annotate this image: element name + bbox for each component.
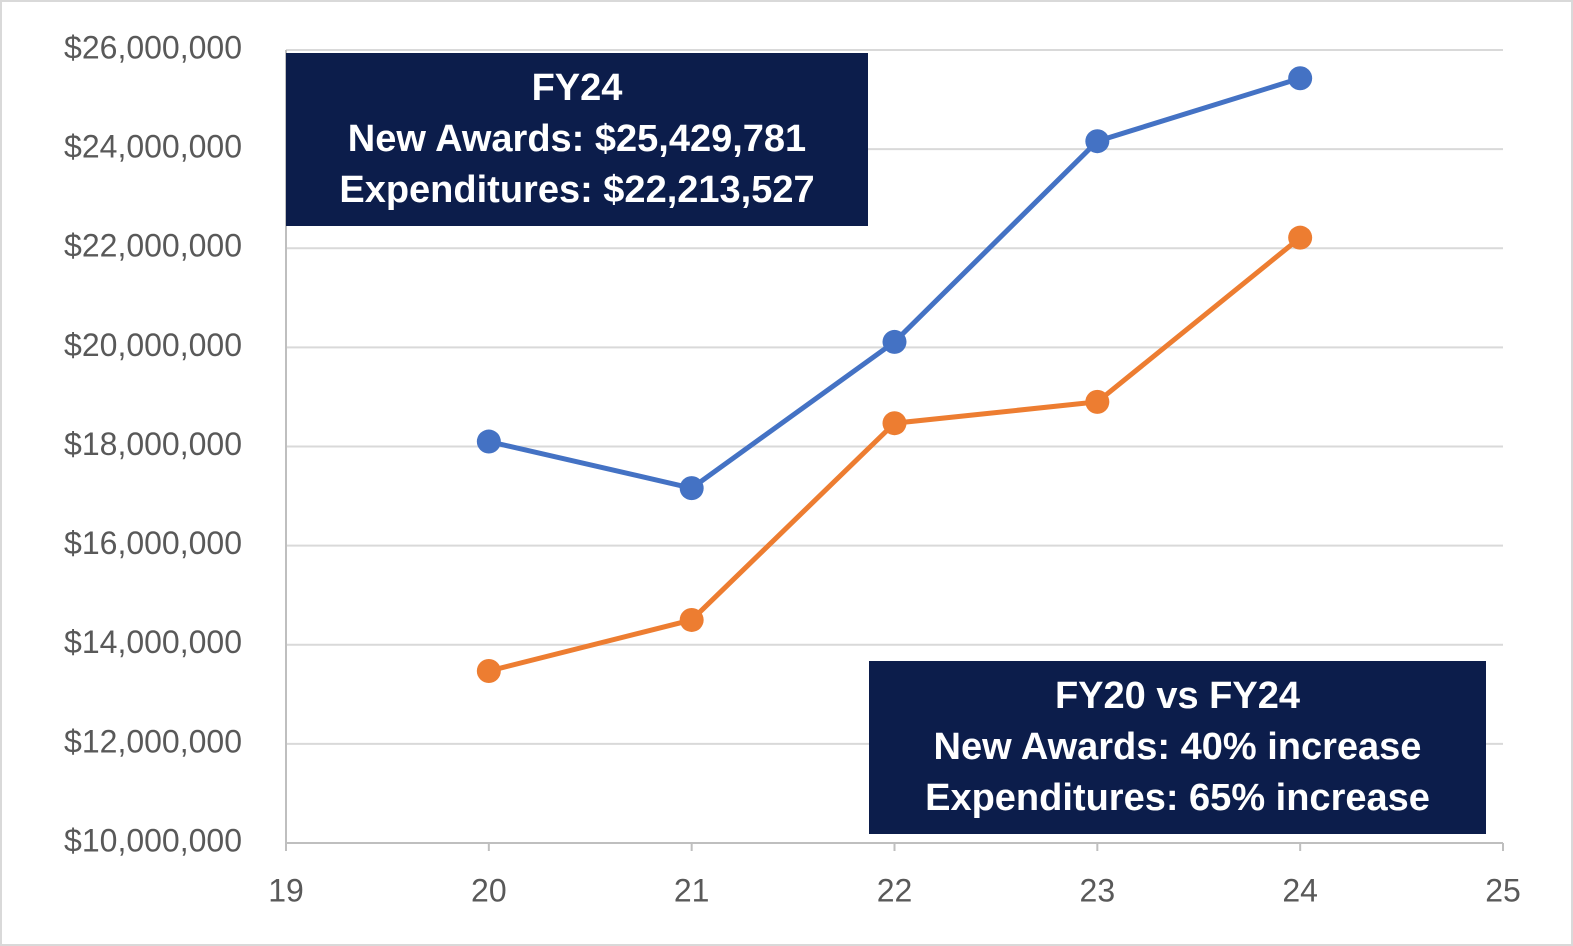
x-tick-label: 24 <box>1282 872 1318 908</box>
y-tick-label: $14,000,000 <box>64 624 242 660</box>
annotation-text: Expenditures: 65% increase <box>925 777 1430 819</box>
x-tick-label: 19 <box>268 872 304 908</box>
x-tick-label: 23 <box>1080 872 1116 908</box>
annotation-text: FY20 vs FY24 <box>1055 675 1300 717</box>
y-tick-label: $10,000,000 <box>64 822 242 858</box>
data-point <box>476 659 501 684</box>
data-point <box>1288 66 1313 91</box>
x-tick-label: 21 <box>674 872 710 908</box>
y-tick-label: $22,000,000 <box>64 228 242 264</box>
annotation-text: New Awards: 40% increase <box>934 726 1422 768</box>
x-tick-label: 25 <box>1485 872 1521 908</box>
y-tick-label: $12,000,000 <box>64 723 242 759</box>
x-tick-label: 20 <box>471 872 507 908</box>
y-tick-label: $20,000,000 <box>64 327 242 363</box>
data-point <box>679 607 704 632</box>
data-point <box>1085 389 1110 414</box>
annotation-text: FY24 <box>532 67 623 109</box>
y-tick-label: $24,000,000 <box>64 129 242 165</box>
data-point <box>476 429 501 454</box>
annotation-text: Expenditures: $22,213,527 <box>339 169 814 211</box>
y-tick-label: $26,000,000 <box>64 29 242 65</box>
y-tick-label: $18,000,000 <box>64 426 242 462</box>
x-tick-label: 22 <box>877 872 913 908</box>
data-point <box>882 329 907 354</box>
data-point <box>1288 225 1313 250</box>
annotation-text: New Awards: $25,429,781 <box>348 118 806 160</box>
y-tick-label: $16,000,000 <box>64 525 242 561</box>
annotation-box <box>869 661 1486 834</box>
annotation-box <box>286 53 868 226</box>
data-point <box>1085 129 1110 154</box>
data-point <box>679 476 704 501</box>
data-point <box>882 411 907 436</box>
